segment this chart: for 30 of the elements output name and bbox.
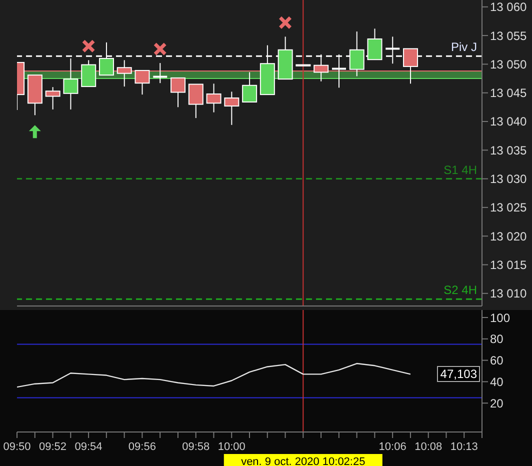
y-tick-label: 13 045 xyxy=(490,86,528,100)
x-tick-label: 09:56 xyxy=(128,441,156,453)
x-tick-label: 09:54 xyxy=(74,441,102,453)
y-tick-label: 60 xyxy=(490,354,504,368)
x-tick-label: 10:06 xyxy=(378,441,406,453)
x-tick-label: 10:00 xyxy=(218,441,246,453)
y-tick-label: 13 030 xyxy=(490,172,528,186)
y-tick-label: 80 xyxy=(490,332,504,346)
x-tick-label: 09:58 xyxy=(182,441,210,453)
x-tick-label: 10:13 xyxy=(450,441,478,453)
y-tick-label: 13 025 xyxy=(490,200,528,215)
y-tick-label: 13 035 xyxy=(490,143,528,158)
x-tick-label: 09:50 xyxy=(3,441,31,453)
ref-line-label: S1 4H xyxy=(444,162,477,177)
y-tick-label: 13 055 xyxy=(490,28,528,43)
x-tick-label: 10:08 xyxy=(414,441,442,453)
y-tick-label: 13 040 xyxy=(490,114,528,129)
y-tick-label: 20 xyxy=(490,396,504,410)
annotation: 47,103 xyxy=(437,366,480,382)
y-tick-label: 13 015 xyxy=(490,258,528,272)
x-tick-label: ven. 9 oct. 2020 10:02:25 xyxy=(241,456,366,466)
y-tick-label: 13 020 xyxy=(490,229,528,244)
y-tick-label: 40 xyxy=(490,374,504,389)
y-tick-label: 13 050 xyxy=(490,57,528,72)
x-tick-label: 09:52 xyxy=(39,441,67,453)
ref-line-label: S2 4H xyxy=(444,283,477,298)
y-tick-label: 100 xyxy=(490,310,510,325)
y-tick-label: 13 060 xyxy=(490,0,528,14)
ref-line-label: Piv J xyxy=(450,40,477,54)
y-tick-label: 13 010 xyxy=(490,286,528,301)
